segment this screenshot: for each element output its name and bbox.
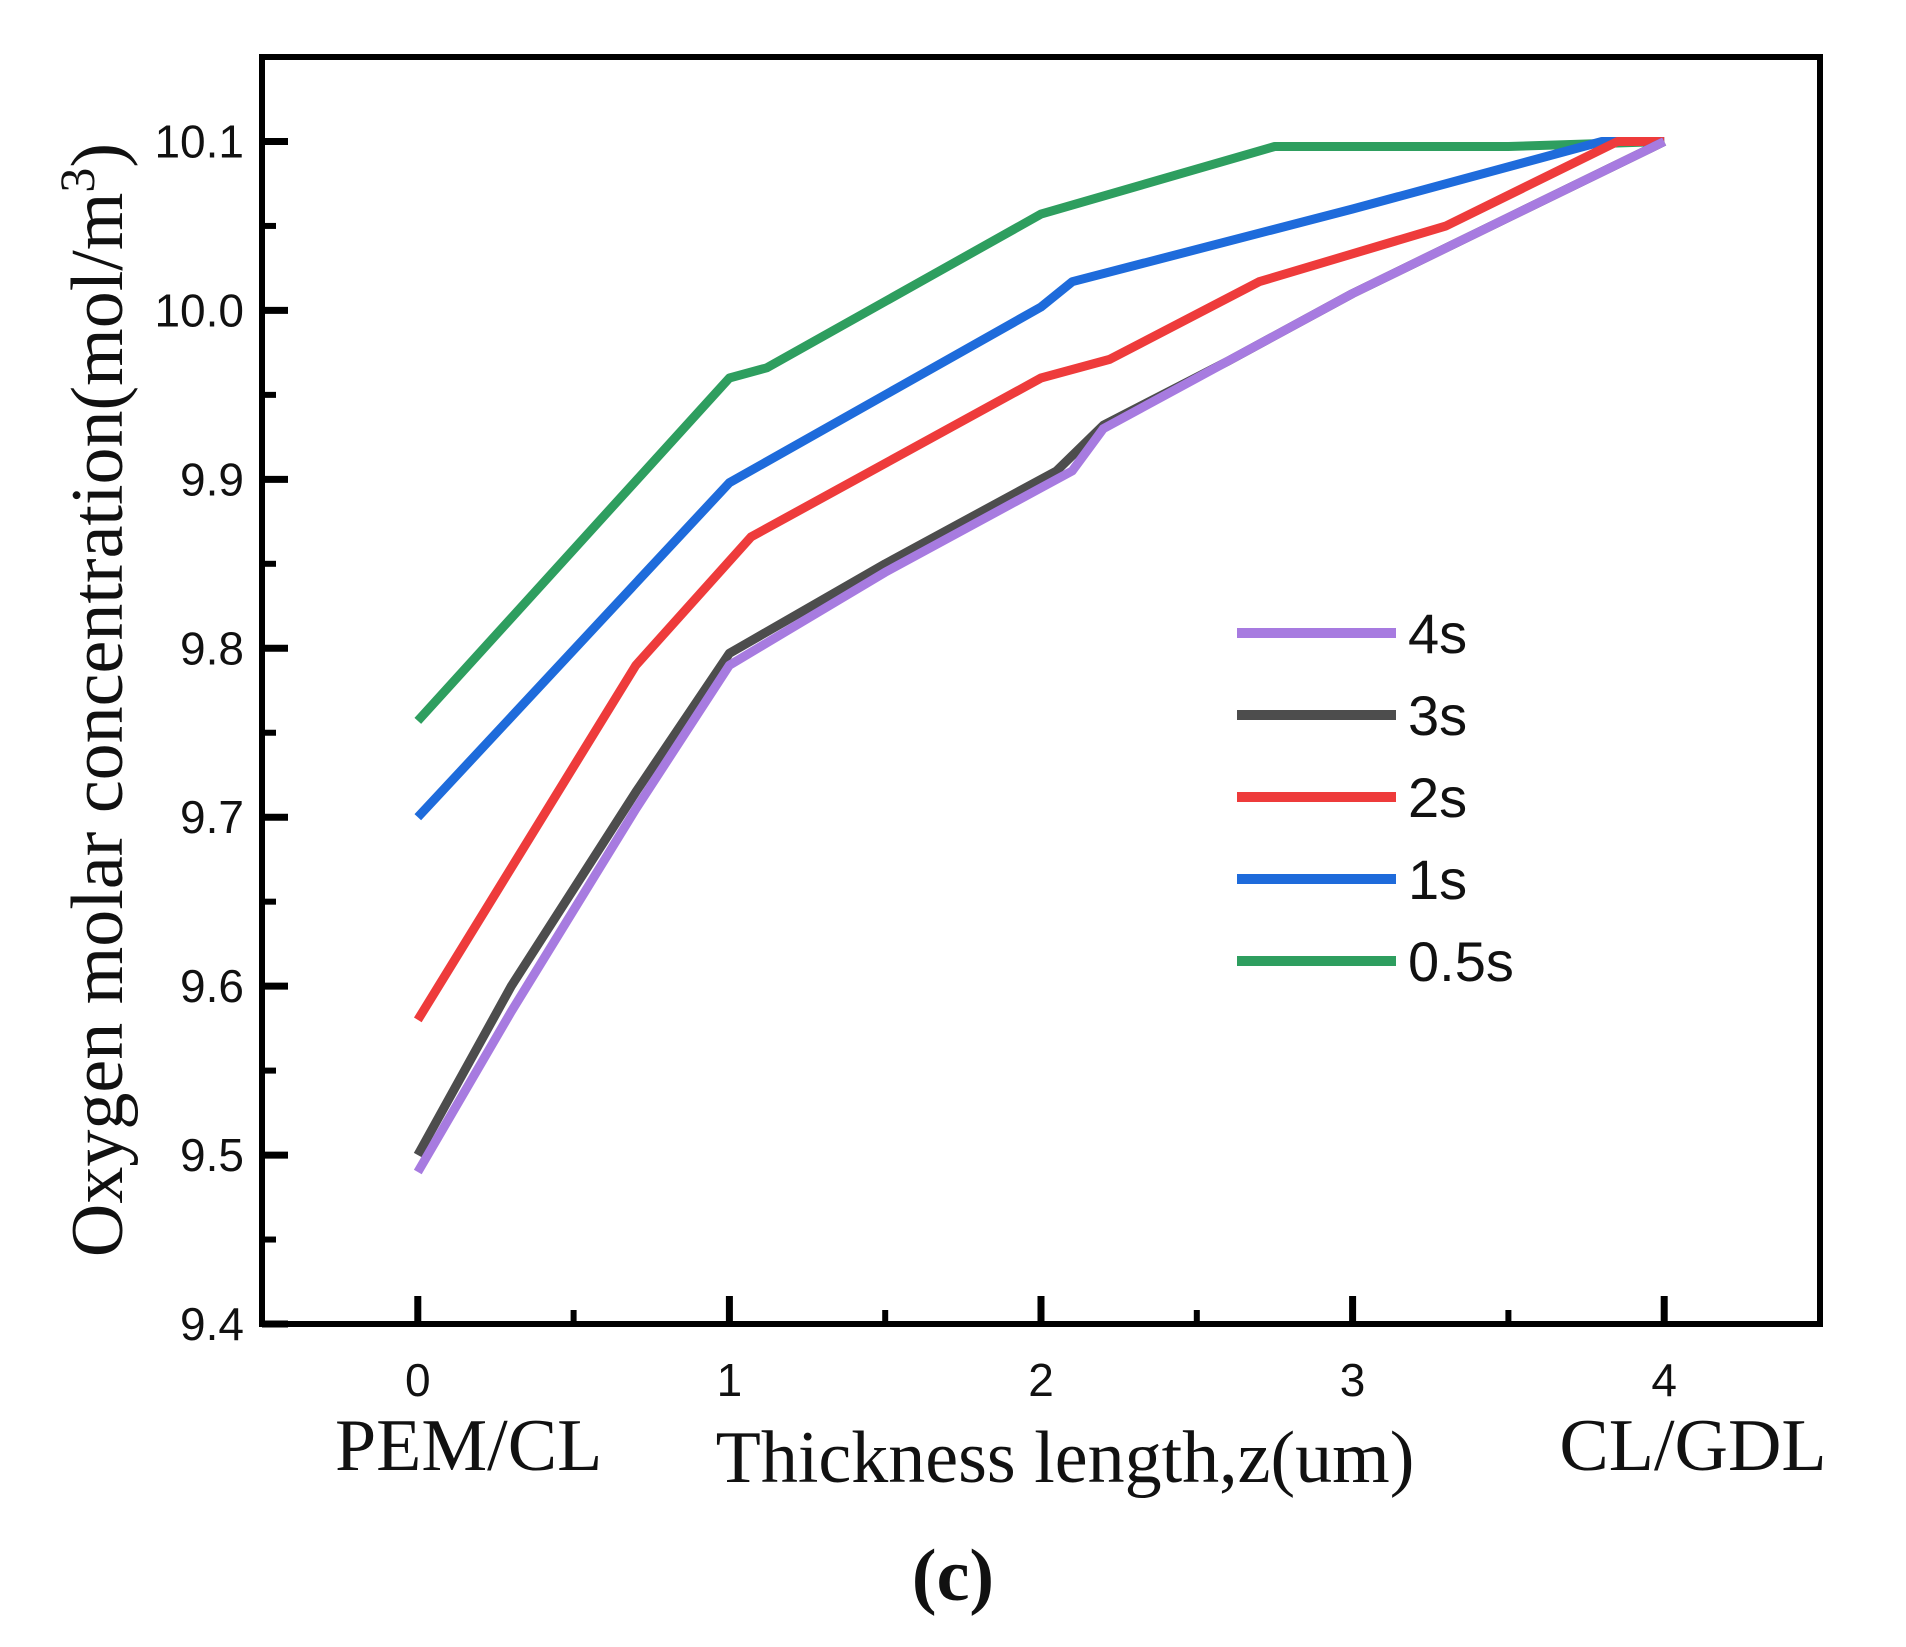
y-tick-label: 9.8 — [180, 622, 244, 674]
y-axis-ticks: 9.4 9.5 9.6 9.7 9.8 9.9 10.0 10.1 — [154, 115, 288, 1350]
y-axis-title-superscript: 3 — [49, 168, 105, 193]
series-line-0-5s — [414, 137, 1665, 724]
y-axis-title-text: Oxygen molar concentration(mol/m — [57, 193, 139, 1257]
panel-label: (c) — [912, 1535, 994, 1617]
legend-item: 0.5s — [1237, 930, 1514, 993]
series-layer — [413, 137, 1667, 1175]
legend: 4s 3s 2s 1s 0.5s — [1237, 602, 1514, 993]
y-tick-label: 9.5 — [180, 1129, 244, 1181]
series-line-4s — [413, 137, 1667, 1175]
series-line-1s — [414, 137, 1665, 821]
y-axis-title-close: ) — [57, 143, 139, 168]
y-tick-label: 9.4 — [180, 1298, 244, 1350]
legend-label: 4s — [1408, 602, 1467, 665]
y-axis-title: Oxygen molar concentration(mol/m3) — [49, 143, 139, 1257]
x-boundary-label-left: PEM/CL — [335, 1405, 602, 1487]
y-tick-label: 9.9 — [180, 453, 244, 505]
y-tick-label: 9.6 — [180, 960, 244, 1012]
legend-item: 1s — [1237, 848, 1467, 911]
x-axis-title: Thickness length,z(um) — [716, 1417, 1415, 1499]
x-boundary-label-right: CL/GDL — [1559, 1405, 1826, 1487]
x-tick-label: 2 — [1028, 1354, 1054, 1406]
x-tick-label: 3 — [1340, 1354, 1366, 1406]
legend-label: 0.5s — [1408, 930, 1514, 993]
y-tick-label: 9.7 — [180, 791, 244, 843]
y-tick-label: 10.1 — [154, 115, 244, 167]
series-line-2s — [413, 137, 1665, 1023]
x-tick-label: 1 — [717, 1354, 743, 1406]
x-tick-label: 4 — [1651, 1354, 1677, 1406]
y-tick-label: 10.0 — [154, 284, 244, 336]
legend-item: 3s — [1237, 684, 1467, 747]
legend-label: 3s — [1408, 684, 1467, 747]
legend-label: 1s — [1408, 848, 1467, 911]
legend-item: 2s — [1237, 766, 1467, 829]
legend-item: 4s — [1237, 602, 1467, 665]
x-axis-ticks: 0 1 2 3 4 — [405, 1296, 1677, 1406]
legend-label: 2s — [1408, 766, 1467, 829]
x-tick-label: 0 — [405, 1354, 431, 1406]
